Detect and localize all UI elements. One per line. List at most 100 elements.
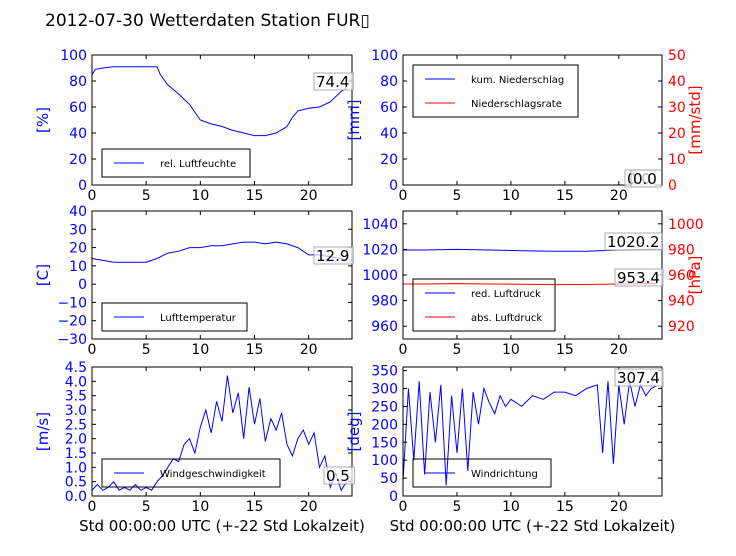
x-tick-label: 0 [399,188,408,204]
y-tick-label: 1040 [362,217,398,233]
x-tick-label: 0 [88,499,97,515]
x-tick-label: 15 [246,342,264,358]
panel-temperature: 0 5 10 15 20 −30 −20 −10 0 10 20 30 40 [C] Lufttempera… [34,204,354,358]
y-tick-label: 0 [78,178,87,194]
x-tick-label: 5 [142,342,151,358]
value-annotation: 12.9 [316,247,349,265]
x-tick-label: 10 [191,188,209,204]
legend-label: Niederschlagsrate [471,99,562,110]
y2-tick-label: 940 [668,294,695,310]
value-annotation-box [630,169,662,188]
y-tick-label: 960 [371,319,398,335]
axes-frame [91,366,353,497]
x-tick-label: 5 [452,342,461,358]
x-tick-label: 0 [88,188,97,204]
x-tick-label: 5 [142,188,151,204]
value-annotation-box [614,368,664,387]
y2-tick-label: 20 [668,126,686,142]
panel-precip: 0 5 10 15 20 0 20 40 60 80 100 [mm] 0 10 20 30 40 50 [mm/s… [345,48,704,204]
x-tick-label: 5 [142,499,151,515]
y-tick-label: 80 [380,74,398,90]
legend-label: Windrichtung [471,469,538,480]
axes-frame [91,210,353,340]
x-tick-label: 20 [610,499,628,515]
x-tick-label: 15 [556,188,574,204]
y-tick-label: 60 [380,100,398,116]
x-tick-label: 10 [502,188,520,204]
y-tick-label: −10 [57,295,87,311]
y-tick-label: 1020 [362,242,398,258]
legend: Windrichtung [412,458,552,488]
y-tick-label: 20 [69,241,87,257]
x-tick-label: 20 [300,499,318,515]
y-tick-label: 2.0 [65,432,87,448]
y2-tick-label: 30 [668,100,686,116]
x-tick-label: 15 [556,499,574,515]
legend: kum. Niederschlag Niederschlagsrate [412,64,579,118]
x-tick-label: 20 [300,342,318,358]
y-axis-label: [C] [34,264,52,286]
y-tick-label: 1.5 [65,446,87,462]
y-tick-label: 150 [371,435,398,451]
x-axis-label: Std 00:00:00 UTC (+-22 Std Lokalzeit) [79,517,365,535]
legend-box [412,64,579,118]
y-tick-label: 20 [69,152,87,168]
x-tick-label: 15 [246,188,264,204]
x-tick-label: 20 [300,188,318,204]
y-tick-label: 0 [78,277,87,293]
y-axis-label: [mm] [345,100,363,141]
value-annotation-box [604,232,663,251]
value-annotation: 307.4 [617,369,660,387]
y-tick-label: 40 [69,204,87,220]
y-tick-label: 250 [371,399,398,415]
y-axis-label: [%] [34,107,52,133]
y2-tick-label: 980 [668,242,695,258]
value-annotation-box [313,246,354,265]
series-line-wind_speed-0 [92,375,348,492]
y-tick-label: 40 [69,126,87,142]
y-tick-label: 0.5 [65,475,87,491]
value-annotation: 0.5 [326,467,350,485]
panel-wind_speed: 0 5 10 15 20 Std 00:00:00 UTC (+-22 Std Lokal… [34,360,365,535]
x-tick-label: 0 [399,342,408,358]
y2-tick-label: 1000 [668,217,704,233]
x-tick-label: 20 [610,342,628,358]
value-annotation-box [313,72,354,91]
x-tick-label: 0 [88,342,97,358]
legend-box [101,302,248,332]
axes-frame [91,54,353,186]
y-tick-label: 3.5 [65,389,87,405]
y-tick-label: 4.5 [65,360,87,376]
y-tick-label: 10 [69,259,87,275]
panel-pressure: 0 5 10 15 20 960 980 1000 1020 1040 920 940 960 980 10… [362,210,704,358]
y-tick-label: 3.0 [65,403,87,419]
legend-box [412,458,552,488]
legend-box [412,278,556,332]
legend: Windgeschwindigkeit [101,458,281,488]
y-tick-label: 1.0 [65,460,87,476]
y-tick-label: 100 [371,48,398,64]
panel-wind_direction: 0 5 10 15 20 Std 00:00:00 UTC (+-22 Std Lokal… [345,364,675,535]
legend: red. Luftdruck abs. Luftdruck [412,278,556,332]
y-tick-label: 60 [69,100,87,116]
series-line-pressure-0 [403,248,657,252]
series-line-temperature-0 [92,241,347,263]
x-tick-label: 0 [399,499,408,515]
value-annotation-box [614,268,664,287]
legend-label: Windgeschwindigkeit [160,469,266,480]
value-annotation: 953.4 [617,269,660,287]
y-tick-label: 1000 [362,268,398,284]
y-tick-label: 40 [380,126,398,142]
y-axis-label: [deg] [345,412,363,452]
y2-tick-label: 40 [668,74,686,90]
y-tick-label: 0 [389,489,398,505]
x-tick-label: 10 [502,499,520,515]
y2-tick-label: 50 [668,48,686,64]
axes-frame [402,54,663,186]
y-tick-label: 100 [60,48,87,64]
figure-title: 2012-07-30 Wetterdaten Station FUR▯ [45,11,370,31]
legend: Lufttemperatur [101,302,248,332]
legend-box [101,458,281,488]
x-tick-label: 10 [191,342,209,358]
y-tick-label: 4.0 [65,374,87,390]
